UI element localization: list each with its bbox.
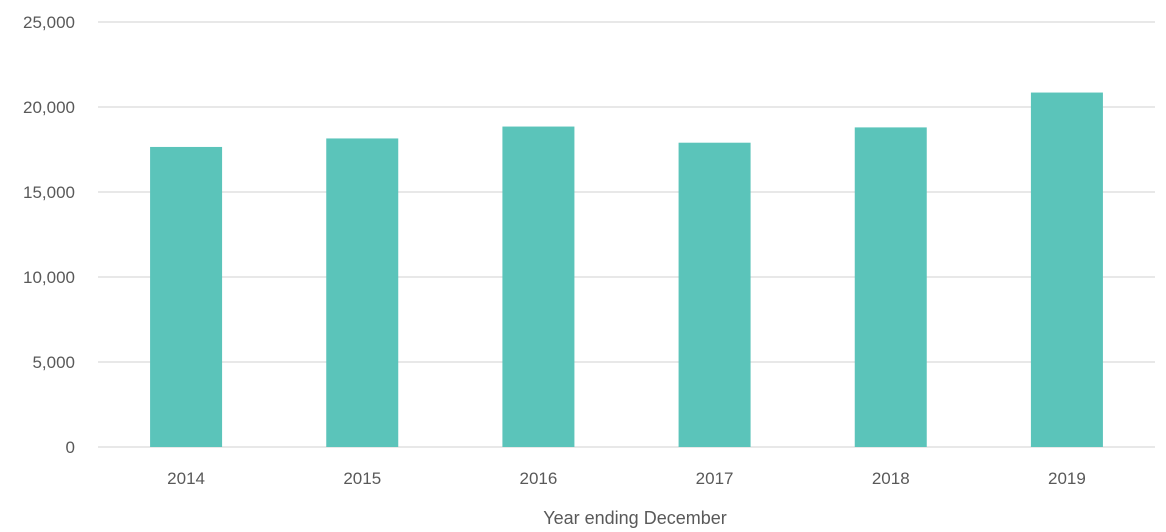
bars xyxy=(150,92,1103,448)
gridlines xyxy=(98,21,1155,448)
bar-2018 xyxy=(854,127,927,448)
bar-2014 xyxy=(150,146,223,447)
y-tick-label: 25,000 xyxy=(23,13,75,32)
x-tick-label: 2016 xyxy=(520,469,558,488)
x-tick-label: 2015 xyxy=(343,469,381,488)
x-axis-ticks: 2014 2015 2016 2017 2018 2019 xyxy=(167,469,1086,488)
bar-2017 xyxy=(678,142,751,447)
x-tick-label: 2014 xyxy=(167,469,205,488)
x-tick-label: 2018 xyxy=(872,469,910,488)
x-tick-label: 2019 xyxy=(1048,469,1086,488)
y-tick-label: 15,000 xyxy=(23,183,75,202)
bar-2019 xyxy=(1030,92,1103,448)
y-tick-label: 10,000 xyxy=(23,268,75,287)
y-tick-label: 5,000 xyxy=(32,353,75,372)
bar-2015 xyxy=(326,138,399,447)
y-axis-ticks: 0 5,000 10,000 15,000 20,000 25,000 xyxy=(23,13,75,457)
x-axis-title: Year ending December xyxy=(543,508,726,528)
y-tick-label: 20,000 xyxy=(23,98,75,117)
y-tick-label: 0 xyxy=(66,438,75,457)
bar-2016 xyxy=(502,126,575,448)
x-tick-label: 2017 xyxy=(696,469,734,488)
